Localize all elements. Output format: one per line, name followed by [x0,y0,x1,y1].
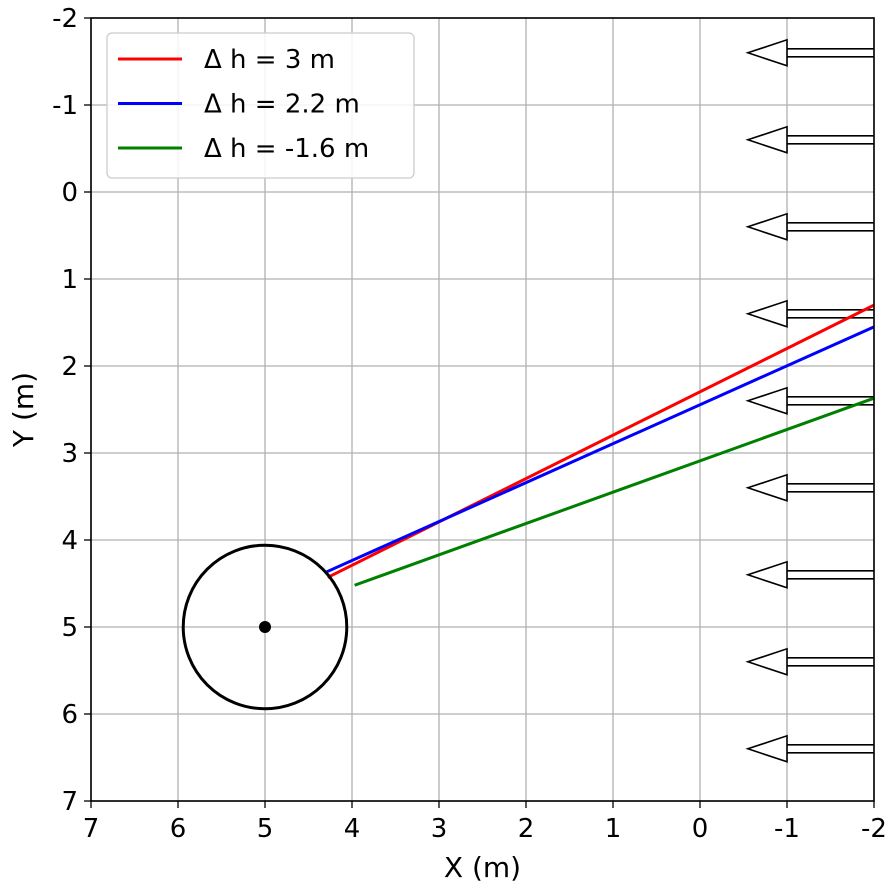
wind-arrow-head [745,125,788,154]
wind-arrow-icon [745,38,874,67]
x-tick-label: 0 [692,814,709,844]
y-tick-label: 1 [61,265,78,295]
y-tick-label: -1 [52,91,78,121]
x-tick-label: -1 [774,814,800,844]
wind-arrow-head [745,386,788,415]
center-point [259,621,271,633]
axis-ticks: 7 6 5 4 3 2 1 0 -1 -2 -2 -1 0 1 2 3 4 5 6 7 [52,4,887,844]
legend-label: Δ h = 2.2 m [204,90,360,120]
plot-frame [90,17,875,802]
y-tick-label: 4 [61,526,78,556]
y-axis-label: Y (m) [7,372,40,448]
series-line [354,396,875,587]
y-tick-label: 3 [61,439,78,469]
y-tick-label: 2 [61,352,78,382]
wind-arrow-icon [745,647,874,676]
series-line [325,325,875,574]
x-tick-label: -2 [861,814,887,844]
wind-arrow-head [745,647,788,676]
legend-label: Δ h = 3 m [204,45,335,75]
y-tick-label: 6 [61,700,78,730]
target-circle [181,543,349,711]
wind-arrow-icon [745,734,874,763]
legend-label: Δ h = -1.6 m [204,134,369,164]
wind-arrow-icon [745,212,874,241]
wind-arrow-head [745,38,788,67]
wind-arrows [745,38,874,763]
x-axis-label: X (m) [444,851,521,884]
wind-arrow-head [745,473,788,502]
wind-arrow-icon [745,560,874,589]
x-tick-label: 4 [344,814,361,844]
wind-arrow-head [745,299,788,328]
wind-arrow-icon [745,299,874,328]
wind-arrow-icon [745,473,874,502]
x-tick-label: 6 [170,814,187,844]
x-tick-label: 1 [605,814,622,844]
target-circle-group [181,543,349,711]
x-tick-label: 2 [518,814,535,844]
y-tick-label: -2 [52,4,78,34]
x-tick-label: 5 [257,814,274,844]
wind-arrow-icon [745,125,874,154]
legend-box [106,32,415,179]
y-tick-label: 0 [61,178,78,208]
y-tick-label: 7 [61,787,78,817]
x-tick-label: 3 [431,814,448,844]
y-tick-label: 5 [61,613,78,643]
legend: Δ h = 3 m Δ h = 2.2 m Δ h = -1.6 m [106,32,415,179]
x-tick-label: 7 [83,814,100,844]
wind-arrow-head [745,560,788,589]
wind-arrow-icon [745,386,874,415]
wind-arrow-head [745,734,788,763]
wind-arrow-head [745,212,788,241]
series-line [326,303,875,579]
series-lines [325,303,875,587]
